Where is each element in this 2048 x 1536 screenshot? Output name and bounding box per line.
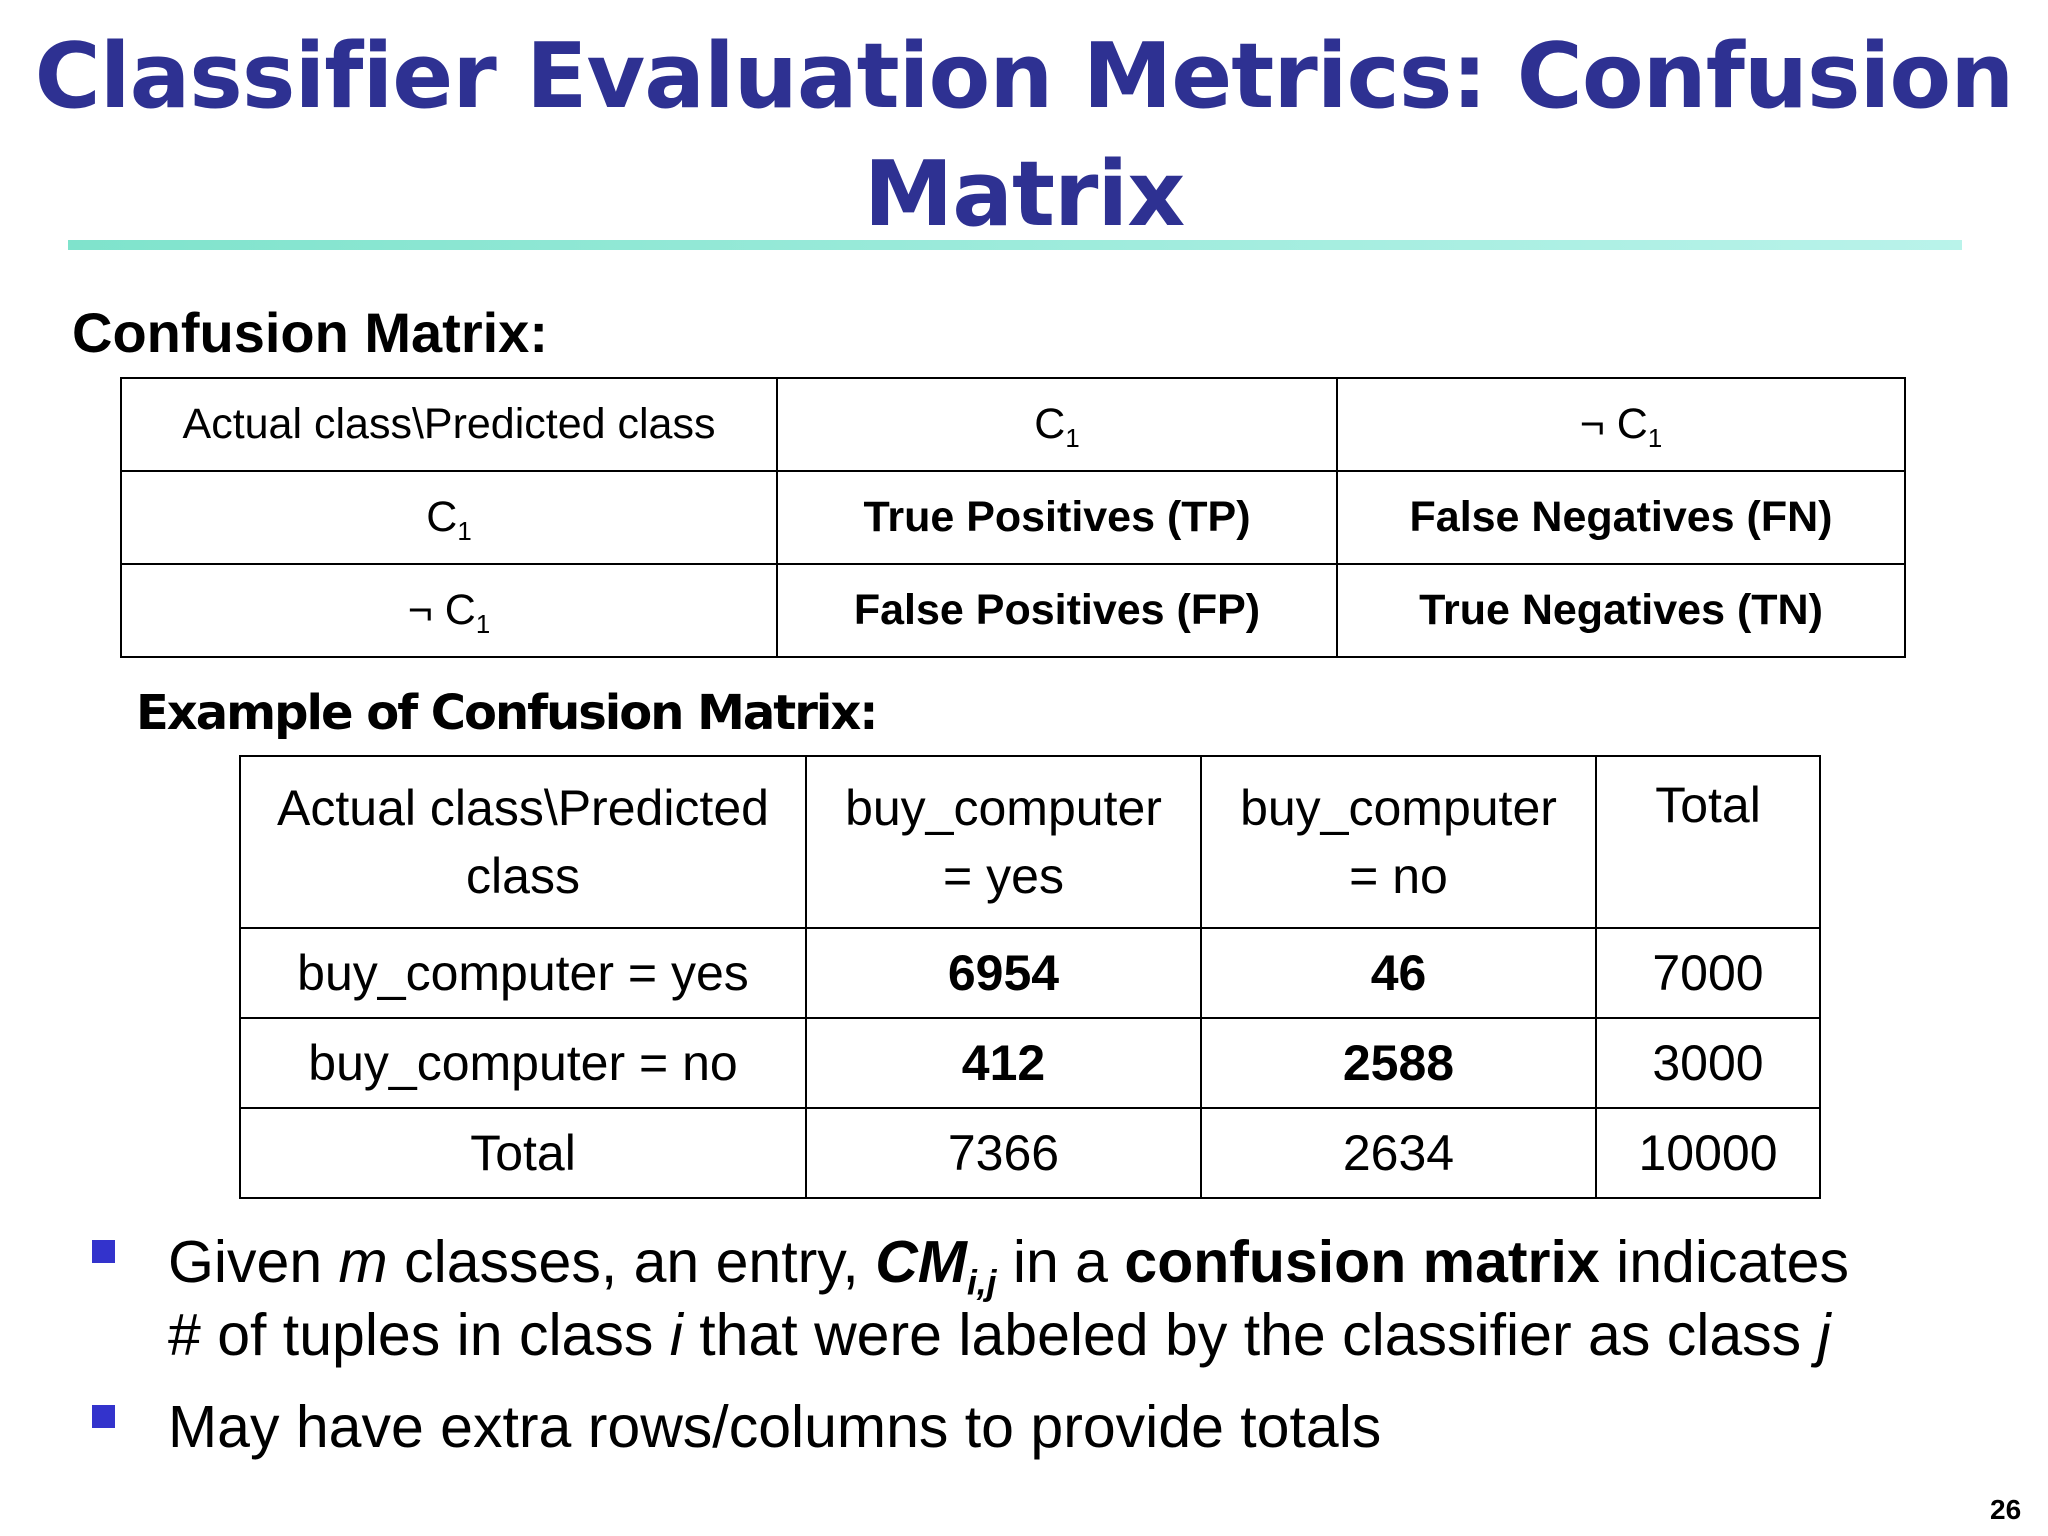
confusion-matrix-heading: Confusion Matrix: <box>72 301 548 364</box>
corner-line2: class <box>466 848 580 904</box>
cell-value: 6954 <box>805 927 1202 1019</box>
header-no-line1: buy_computer <box>1240 780 1557 836</box>
true-positives-cell: True Positives (TP) <box>776 470 1338 565</box>
c1-label: C <box>426 493 458 541</box>
c1-label: C <box>1034 400 1066 448</box>
cell-total: 3000 <box>1595 1017 1821 1109</box>
cell-value: 46 <box>1200 927 1597 1019</box>
matrix-row-c1: C1 <box>120 470 778 565</box>
slide-title: Classifier Evaluation Metrics: Confusion… <box>0 18 2048 254</box>
title-underline <box>68 240 1962 250</box>
row-label: buy_computer = no <box>239 1017 807 1109</box>
bullet-text: classes, an entry, <box>387 1229 876 1295</box>
bullet-item: Given m classes, an entry, CMi,j in a co… <box>92 1226 1992 1372</box>
false-negatives-cell: False Negatives (FN) <box>1336 470 1906 565</box>
not-c1-label: ¬ C <box>1579 400 1648 448</box>
matrix-header-c1: C1 <box>776 377 1338 472</box>
table-row: buy_computer = yes 6954 46 7000 <box>239 927 1821 1019</box>
table-row: Actual class\Predicted class buy_compute… <box>239 755 1821 929</box>
cell-value: 2588 <box>1200 1017 1597 1109</box>
square-bullet-icon <box>92 1405 115 1428</box>
header-yes-line2: = yes <box>943 848 1064 904</box>
bullet-cm-subscript: i,j <box>966 1262 997 1303</box>
example-header-total: Total <box>1595 755 1821 929</box>
table-row: ¬ C1 False Positives (FP) True Negatives… <box>120 563 1906 658</box>
table-row: C1 True Positives (TP) False Negatives (… <box>120 470 1906 565</box>
corner-line1: Actual class\Predicted <box>277 780 769 836</box>
not-c1-label: ¬ C <box>407 586 476 634</box>
row-label: buy_computer = yes <box>239 927 807 1019</box>
matrix-row-not-c1: ¬ C1 <box>120 563 778 658</box>
table-row: Total 7366 2634 10000 <box>239 1107 1821 1199</box>
cell-total: 7000 <box>1595 927 1821 1019</box>
header-no-line2: = no <box>1349 848 1448 904</box>
page-number: 26 <box>1990 1494 2022 1525</box>
not-c1-subscript: 1 <box>1647 425 1663 454</box>
cell-value: 2634 <box>1200 1107 1597 1199</box>
bullet-list: Given m classes, an entry, CMi,j in a co… <box>92 1226 1992 1483</box>
bullet-italic-j: j <box>1817 1302 1831 1368</box>
matrix-header-not-c1: ¬ C1 <box>1336 377 1906 472</box>
example-header-yes: buy_computer = yes <box>805 755 1202 929</box>
cell-total: 10000 <box>1595 1107 1821 1199</box>
bullet-text: Given <box>168 1229 339 1295</box>
bullet-cm: CM <box>875 1229 967 1295</box>
false-positives-cell: False Positives (FP) <box>776 563 1338 658</box>
bullet-italic-m: m <box>338 1229 388 1295</box>
bullet-text: May have extra rows/columns to provide t… <box>168 1394 1382 1460</box>
not-c1-subscript: 1 <box>475 611 491 640</box>
bullet-item: May have extra rows/columns to provide t… <box>92 1391 1992 1464</box>
cell-value: 7366 <box>805 1107 1202 1199</box>
cell-value: 412 <box>805 1017 1202 1109</box>
example-heading: Example of Confusion Matrix: <box>136 685 878 741</box>
c1-subscript: 1 <box>457 518 472 547</box>
bullet-text: # of tuples in class <box>168 1302 670 1368</box>
table-row: Actual class\Predicted class C1 ¬ C1 <box>120 377 1906 472</box>
header-yes-line1: buy_computer <box>845 780 1162 836</box>
bullet-text: indicates <box>1599 1229 1849 1295</box>
bullet-text: in a <box>996 1229 1125 1295</box>
example-corner-cell: Actual class\Predicted class <box>239 755 807 929</box>
c1-subscript: 1 <box>1065 425 1080 454</box>
example-header-no: buy_computer = no <box>1200 755 1597 929</box>
square-bullet-icon <box>92 1240 115 1263</box>
bullet-text: that were labeled by the classifier as c… <box>682 1302 1818 1368</box>
bullet-bold-term: confusion matrix <box>1124 1229 1600 1295</box>
confusion-matrix-table: Actual class\Predicted class C1 ¬ C1 C1 … <box>120 377 1906 658</box>
row-label: Total <box>239 1107 807 1199</box>
matrix-corner-cell: Actual class\Predicted class <box>120 377 778 472</box>
slide-title-line1: Classifier Evaluation Metrics: Confusion <box>34 24 2015 129</box>
bullet-italic-i: i <box>669 1302 683 1368</box>
slide-title-line2: Matrix <box>863 142 1186 247</box>
table-row: buy_computer = no 412 2588 3000 <box>239 1017 1821 1109</box>
true-negatives-cell: True Negatives (TN) <box>1336 563 1906 658</box>
example-confusion-table: Actual class\Predicted class buy_compute… <box>239 755 1821 1199</box>
